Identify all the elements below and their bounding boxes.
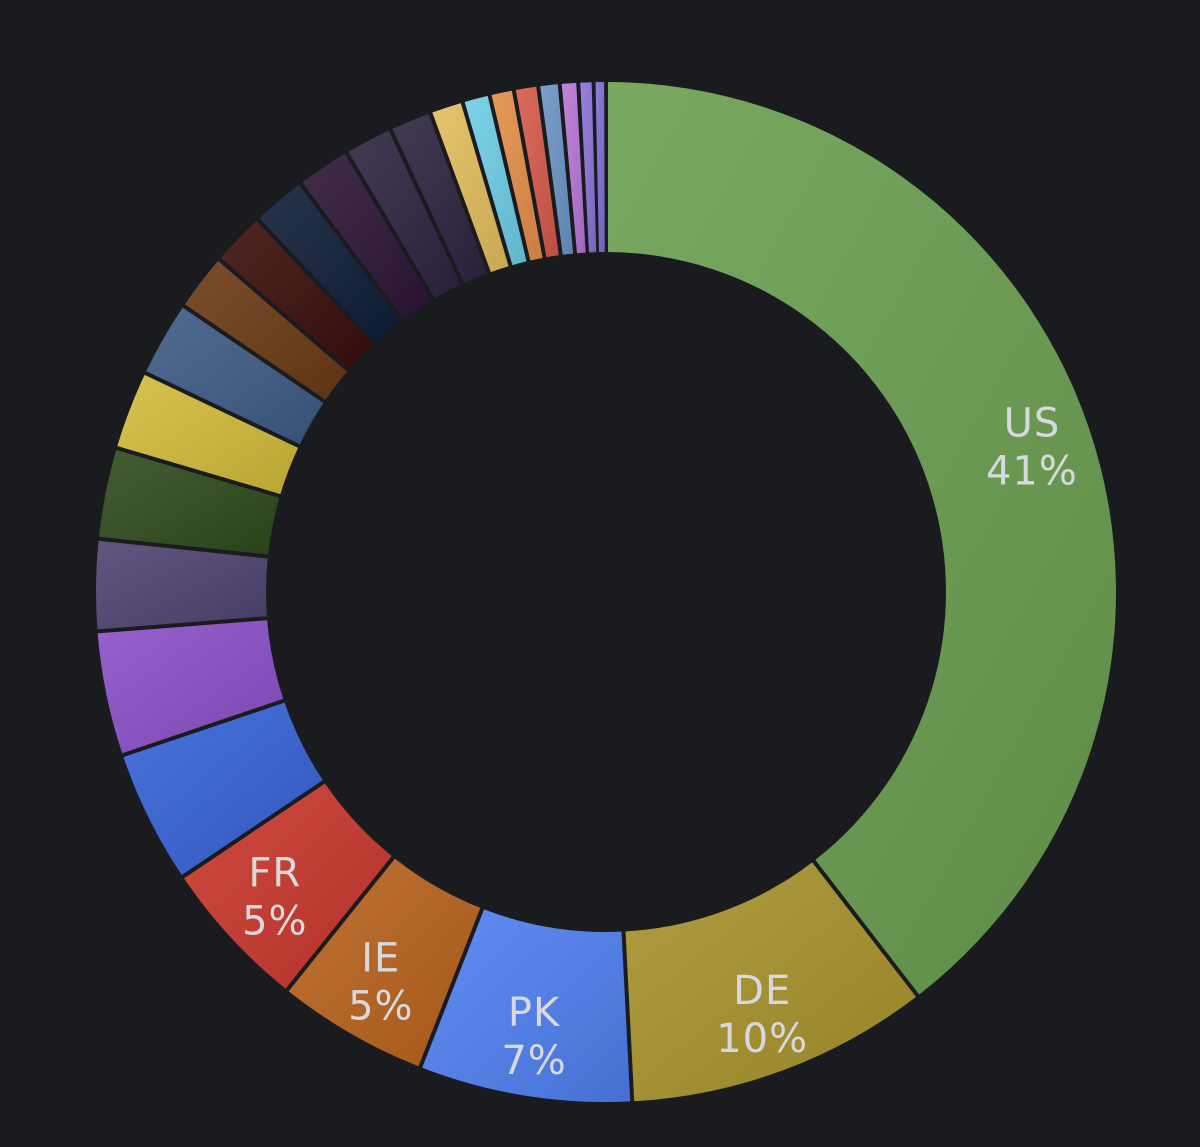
donut-slice-14 [259, 184, 401, 343]
donut-slice-25 [595, 82, 605, 253]
slice-label-de: DE [733, 968, 791, 1014]
slice-shade [97, 620, 284, 754]
slice-shade [146, 307, 324, 445]
donut-slice-us [608, 82, 1117, 995]
donut-slice-24 [580, 82, 597, 253]
slice-label-ie: IE [361, 936, 400, 982]
donut-slice-10 [117, 374, 299, 495]
donut-slice-13 [220, 220, 373, 369]
donut-slice-de [625, 862, 917, 1102]
slice-value-us: 41% [986, 449, 1078, 495]
donut-slice-6 [123, 702, 323, 876]
donut-slice-12 [184, 260, 347, 400]
donut-slice-7 [97, 620, 284, 754]
slice-shade [348, 130, 461, 299]
donut-slice-22 [540, 84, 574, 255]
slice-shade [98, 449, 280, 555]
slice-value-ie: 5% [348, 984, 413, 1030]
slice-value-fr: 5% [242, 899, 307, 945]
donut-slice-21 [515, 86, 559, 258]
slice-shade [95, 540, 268, 630]
slice-shade [220, 220, 373, 369]
donut-slice-23 [561, 82, 586, 254]
donut-slice-19 [464, 95, 527, 266]
slice-shade [432, 103, 509, 273]
donut-slice-20 [491, 90, 543, 261]
slice-shade [302, 153, 432, 319]
donut-slice-11 [146, 307, 324, 445]
slice-label-pk: PK [508, 990, 561, 1036]
slice-shade [580, 82, 597, 253]
slice-shade [183, 783, 392, 989]
slice-shade [184, 260, 347, 400]
slice-value-pk: 7% [501, 1038, 566, 1084]
slice-shade [595, 82, 605, 253]
slice-shade [491, 90, 543, 261]
slice-shade [123, 702, 323, 876]
slice-shade [422, 909, 631, 1102]
donut-slice-16 [348, 130, 461, 299]
donut-slice-pk [422, 909, 631, 1102]
slice-shade [561, 82, 586, 254]
donut-slice-15 [302, 153, 432, 319]
slice-shade [625, 862, 917, 1102]
slice-value-de: 10% [716, 1016, 808, 1062]
donut-slice-17 [392, 113, 488, 284]
slice-shade [608, 82, 1117, 995]
donut-slice-8 [95, 540, 268, 630]
slice-shade [117, 374, 299, 495]
slice-shade [288, 858, 481, 1067]
slice-shade [392, 113, 488, 284]
donut-slice-18 [432, 103, 509, 273]
slice-shade [515, 86, 559, 258]
slice-label-us: US [1004, 401, 1061, 447]
donut-slice-9 [98, 449, 280, 555]
slice-shade [540, 84, 574, 255]
donut-slice-fr [183, 783, 392, 989]
slice-shade [464, 95, 527, 266]
donut-slices [95, 82, 1117, 1102]
slice-shade [259, 184, 401, 343]
slice-label-fr: FR [248, 851, 301, 897]
donut-slice-ie [288, 858, 481, 1067]
